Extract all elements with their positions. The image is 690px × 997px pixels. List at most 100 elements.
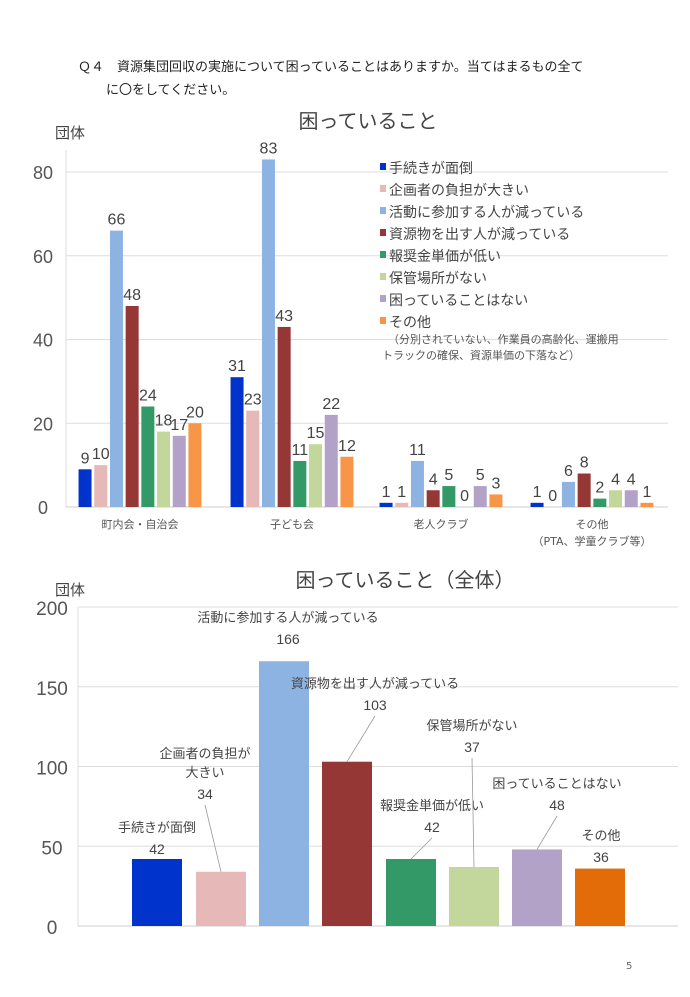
data-label-category: 活動に参加する人が減っている bbox=[197, 610, 378, 626]
data-label-value: 37 bbox=[464, 739, 480, 755]
bar bbox=[132, 859, 182, 926]
x-tick-label: （PTA、学童クラブ等） bbox=[532, 534, 651, 548]
bar bbox=[259, 661, 309, 926]
bar bbox=[609, 490, 623, 507]
data-label: 9 bbox=[81, 450, 90, 467]
y-tick-label: 0 bbox=[47, 918, 58, 939]
legend-label: 企画者の負担が大きい bbox=[389, 182, 529, 199]
data-label-value: 34 bbox=[197, 786, 213, 802]
bar bbox=[94, 465, 108, 507]
legend-swatch bbox=[380, 229, 386, 236]
legend-label: 困っていることはない bbox=[389, 293, 528, 309]
x-tick-label: その他 bbox=[576, 518, 609, 531]
bar bbox=[561, 481, 575, 507]
bar bbox=[196, 871, 246, 926]
data-label: 11 bbox=[409, 442, 426, 459]
data-label: 2 bbox=[595, 480, 604, 497]
y-tick-label: 200 bbox=[36, 599, 68, 620]
data-label: 83 bbox=[260, 140, 278, 157]
chart-title: 困っていること bbox=[299, 109, 438, 133]
data-label: 10 bbox=[92, 446, 110, 463]
data-label-value: 36 bbox=[593, 849, 609, 865]
bar bbox=[410, 460, 424, 507]
question-text: Ｑ４ 資源集団回収の実施について困っていることはありますか。当てはまるもの全て … bbox=[78, 56, 583, 102]
bar bbox=[426, 490, 440, 507]
data-label: 8 bbox=[580, 455, 589, 472]
data-label: 3 bbox=[491, 475, 500, 492]
y-tick-label: 0 bbox=[38, 498, 48, 518]
data-label: 17 bbox=[170, 417, 188, 434]
leader-line bbox=[346, 715, 376, 762]
chart-title: 困っていること（全体） bbox=[296, 568, 515, 592]
legend-label: 活動に参加する人が減っている bbox=[389, 204, 584, 221]
legend-label: 資源物を出す人が減っている bbox=[389, 226, 570, 243]
bar bbox=[512, 849, 562, 926]
data-label-category: 報奨金単価が低い bbox=[380, 798, 484, 814]
legend-swatch bbox=[380, 251, 386, 258]
y-tick-label: 150 bbox=[36, 679, 68, 700]
legend-label: その他 bbox=[389, 315, 431, 331]
data-label-value: 103 bbox=[363, 697, 387, 713]
bar bbox=[141, 406, 155, 507]
legend-label: 報奨金単価が低い bbox=[389, 249, 501, 265]
data-label-value: 166 bbox=[276, 631, 300, 647]
bar bbox=[322, 761, 372, 926]
x-tick-label: 老人クラブ bbox=[414, 517, 469, 531]
y-tick-label: 20 bbox=[33, 414, 53, 434]
y-axis-label: 団体 bbox=[55, 581, 85, 599]
data-label: 5 bbox=[444, 467, 453, 484]
x-tick-label: 子ども会 bbox=[270, 518, 314, 531]
bar bbox=[188, 423, 202, 507]
chart-total: 困っていること（全体） 団体 0 50 100 150 200 手続きが面倒 42 企画者の負担が… bbox=[36, 568, 678, 939]
data-label-category: 手続きが面倒 bbox=[118, 821, 196, 836]
y-tick-label: 50 bbox=[41, 838, 62, 859]
data-label: 20 bbox=[186, 404, 204, 421]
data-label: 1 bbox=[533, 484, 542, 501]
legend-note: （分別されていない、作業員の高齢化、運搬用 bbox=[388, 332, 619, 346]
data-label: 15 bbox=[307, 425, 325, 442]
data-label: 0 bbox=[548, 488, 557, 505]
bar bbox=[157, 431, 171, 507]
x-tick-label: 町内会・自治会 bbox=[102, 517, 179, 531]
legend-swatch bbox=[380, 207, 386, 214]
legend-note: トラックの確保、資源単価の下落など） bbox=[382, 348, 580, 362]
data-label: 22 bbox=[322, 396, 340, 413]
data-label-category: その他 bbox=[581, 829, 620, 844]
data-label: 43 bbox=[275, 308, 293, 325]
leader-line bbox=[204, 804, 222, 872]
data-label-value: 42 bbox=[424, 819, 440, 835]
question-line-1: Ｑ４ 資源集団回収の実施について困っていることはありますか。当てはまるもの全て bbox=[78, 60, 584, 75]
data-label-value: 48 bbox=[549, 797, 565, 813]
data-label: 4 bbox=[627, 471, 636, 488]
data-label: 5 bbox=[476, 467, 485, 484]
data-label: 23 bbox=[244, 392, 262, 409]
bar bbox=[577, 473, 591, 507]
leader-line bbox=[471, 757, 475, 867]
bar bbox=[125, 306, 139, 507]
bar bbox=[449, 866, 499, 926]
data-label-category: 資源物を出す人が減っている bbox=[291, 676, 459, 692]
bar bbox=[109, 230, 123, 507]
data-label: 4 bbox=[429, 471, 438, 488]
legend-swatch bbox=[380, 273, 386, 280]
data-label: 66 bbox=[108, 212, 126, 229]
data-label: 31 bbox=[228, 358, 246, 375]
bar bbox=[309, 444, 323, 507]
y-tick-label: 80 bbox=[33, 163, 53, 183]
data-label: 12 bbox=[338, 438, 356, 455]
bar bbox=[340, 456, 354, 507]
bar bbox=[78, 469, 92, 507]
bar bbox=[230, 377, 244, 507]
bar bbox=[530, 502, 544, 507]
legend-label: 手続きが面倒 bbox=[389, 160, 473, 177]
bar bbox=[442, 486, 456, 507]
bar bbox=[386, 859, 436, 926]
bar bbox=[293, 460, 307, 507]
bar bbox=[624, 490, 638, 507]
data-label: 48 bbox=[123, 287, 141, 304]
data-label-value: 42 bbox=[149, 841, 165, 857]
bar bbox=[379, 502, 393, 507]
legend-swatch bbox=[380, 295, 386, 302]
bar bbox=[473, 486, 487, 507]
bar bbox=[324, 414, 338, 507]
